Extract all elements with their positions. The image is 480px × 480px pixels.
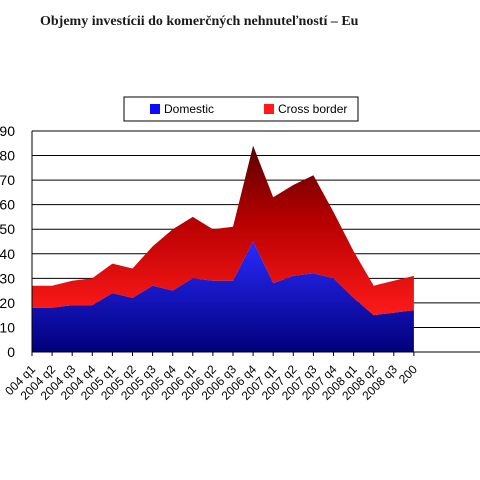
- legend-label-domestic: Domestic: [164, 102, 214, 116]
- y-tick-label-9: 90: [0, 123, 15, 139]
- y-tick-label-1: 10: [0, 319, 15, 335]
- chart-title: Objemy investícii do komerčných nehnuteľ…: [40, 14, 359, 29]
- legend-box: [123, 96, 359, 122]
- legend-swatch-cross-border: [264, 104, 274, 114]
- y-tick-label-0: 0: [7, 344, 15, 360]
- y-tick-label-4: 40: [0, 246, 15, 262]
- y-tick-label-6: 60: [0, 197, 15, 213]
- series-area-cross-border: [32, 145, 414, 316]
- legend-label-cross-border: Cross border: [278, 102, 347, 116]
- y-tick-label-7: 70: [0, 172, 15, 188]
- y-tick-label-5: 50: [0, 221, 15, 237]
- y-tick-label-2: 20: [0, 295, 15, 311]
- x-tick-label-19: 200: [396, 362, 420, 386]
- series-area-domestic: [32, 241, 414, 352]
- y-tick-label-8: 80: [0, 148, 15, 164]
- legend-swatch-domestic: [150, 104, 160, 114]
- legend: Domestic Cross border: [123, 96, 359, 122]
- y-tick-label-3: 30: [0, 270, 15, 286]
